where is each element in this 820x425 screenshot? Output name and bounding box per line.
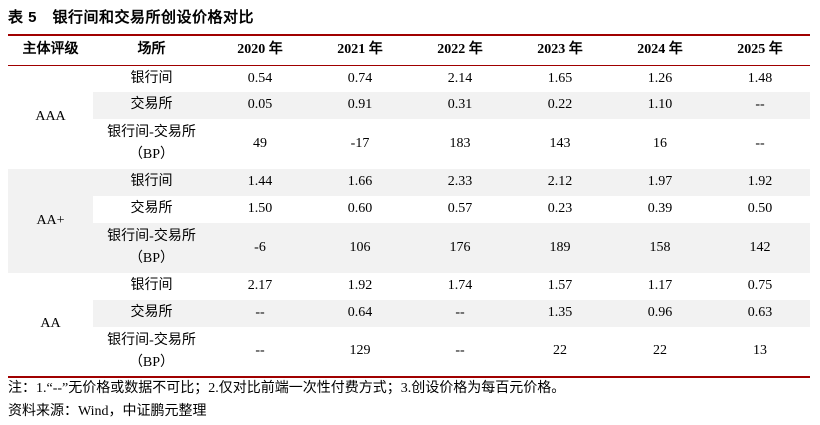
value-cell: 0.05: [210, 92, 310, 119]
value-cell: -6: [210, 223, 310, 273]
rating-cell: AA+: [8, 169, 93, 273]
value-cell: 158: [610, 223, 710, 273]
venue-cell: 银行间: [130, 70, 173, 86]
column-header: 场所: [137, 42, 166, 58]
value-cell: --: [255, 343, 265, 359]
value-cell: 0.22: [510, 92, 610, 119]
table-row: 银行间-交易所 （BP） -- 129 -- 22 22 13: [8, 327, 810, 377]
column-header: 2022 年: [437, 42, 483, 58]
value-cell: 0.50: [747, 201, 773, 217]
price-comparison-table: 主体评级 场所 2020 年 2021 年 2022 年 2023 年 2024 年 2025…: [8, 34, 810, 378]
venue-cell: 交易所: [93, 300, 210, 327]
value-cell: 2.33: [410, 169, 510, 196]
value-cell: 1.97: [610, 169, 710, 196]
header-row: 主体评级 场所 2020 年 2021 年 2022 年 2023 年 2024 年 2025…: [8, 35, 810, 65]
value-cell: 176: [410, 223, 510, 273]
value-cell: 143: [549, 135, 571, 151]
value-cell: 0.75: [747, 278, 773, 294]
value-cell: --: [755, 135, 765, 151]
venue-cell: 银行间-交易所 （BP）: [93, 223, 210, 273]
value-cell: --: [710, 92, 810, 119]
table-row: 银行间-交易所 （BP） 49 -17 183 143 16 --: [8, 119, 810, 169]
value-cell: 0.96: [610, 300, 710, 327]
value-cell: 0.60: [347, 201, 373, 217]
value-cell: 0.74: [347, 70, 373, 86]
value-cell: 1.35: [510, 300, 610, 327]
table-row: AAA 银行间 0.54 0.74 2.14 1.65 1.26 1.48: [8, 65, 810, 169]
table-row: 交易所 0.05 0.91 0.31 0.22 1.10 --: [8, 92, 810, 119]
value-cell: 1.74: [447, 278, 473, 294]
value-cell: 1.50: [247, 201, 273, 217]
table-row: AA 银行间 2.17 1.92 1.74 1.57 1.17 0.75: [8, 273, 810, 377]
venue-cell: 银行间: [93, 169, 210, 196]
value-cell: 1.17: [647, 278, 673, 294]
value-cell: 142: [710, 223, 810, 273]
value-cell: 2.14: [447, 70, 473, 86]
value-cell: 1.92: [710, 169, 810, 196]
column-header: 2023 年: [537, 42, 583, 58]
table-row: 交易所 -- 0.64 -- 1.35 0.96 0.63: [8, 300, 810, 327]
value-cell: 1.26: [647, 70, 673, 86]
footnotes: 注：1.“--”无价格或数据不可比；2.仅对比前端一次性付费方式；3.创设价格为…: [8, 377, 814, 423]
value-cell: 0.23: [547, 201, 573, 217]
value-cell: --: [455, 343, 465, 359]
value-cell: 129: [349, 343, 371, 359]
value-cell: 189: [510, 223, 610, 273]
value-cell: 22: [553, 343, 567, 359]
rating-cell: AA: [8, 273, 93, 377]
column-header: 主体评级: [22, 42, 79, 58]
column-header: 2024 年: [637, 42, 683, 58]
column-header: 2021 年: [337, 42, 383, 58]
value-cell: 2.12: [510, 169, 610, 196]
venue-cell: 银行间-交易所 （BP）: [107, 332, 196, 370]
value-cell: 0.57: [447, 201, 473, 217]
venue-cell: 银行间-交易所 （BP）: [107, 125, 196, 162]
table-row: AA+ 银行间 1.44 1.66 2.33 2.12 1.97 1.92: [8, 169, 810, 273]
value-cell: 0.39: [647, 201, 673, 217]
value-cell: 1.66: [310, 169, 410, 196]
venue-cell: 交易所: [130, 201, 173, 217]
value-cell: 1.48: [747, 70, 773, 86]
value-cell: 1.57: [547, 278, 573, 294]
value-cell: 1.92: [347, 278, 373, 294]
rating-cell: AAA: [8, 65, 93, 169]
value-cell: 16: [653, 135, 667, 151]
value-cell: 1.10: [610, 92, 710, 119]
table-row: 银行间-交易所 （BP） -6 106 176 189 158 142: [8, 223, 810, 273]
value-cell: 22: [653, 343, 667, 359]
column-header: 2020 年: [237, 42, 283, 58]
value-cell: 2.17: [247, 278, 273, 294]
value-cell: 1.44: [210, 169, 310, 196]
venue-cell: 交易所: [93, 92, 210, 119]
value-cell: 0.54: [247, 70, 273, 86]
value-cell: 13: [753, 343, 767, 359]
value-cell: 0.63: [710, 300, 810, 327]
value-cell: --: [210, 300, 310, 327]
value-cell: 1.65: [547, 70, 573, 86]
table-title: 表 5 银行间和交易所创设价格对比: [8, 9, 255, 26]
table-body: AAA 银行间 0.54 0.74 2.14 1.65 1.26 1.48 交易所 0.05 0.9…: [8, 65, 810, 377]
venue-cell: 银行间: [130, 278, 173, 294]
value-cell: 0.64: [310, 300, 410, 327]
value-cell: 106: [310, 223, 410, 273]
value-cell: 0.91: [310, 92, 410, 119]
value-cell: 183: [449, 135, 471, 151]
value-cell: --: [410, 300, 510, 327]
value-cell: -17: [350, 135, 370, 151]
table-row: 交易所 1.50 0.60 0.57 0.23 0.39 0.50: [8, 196, 810, 223]
value-cell: 0.31: [410, 92, 510, 119]
value-cell: 49: [253, 135, 267, 151]
column-header: 2025 年: [737, 42, 783, 58]
table-note: 注：1.“--”无价格或数据不可比；2.仅对比前端一次性付费方式；3.创设价格为…: [8, 381, 566, 396]
source-note: 资料来源：Wind，中证鹏元整理: [8, 404, 207, 419]
